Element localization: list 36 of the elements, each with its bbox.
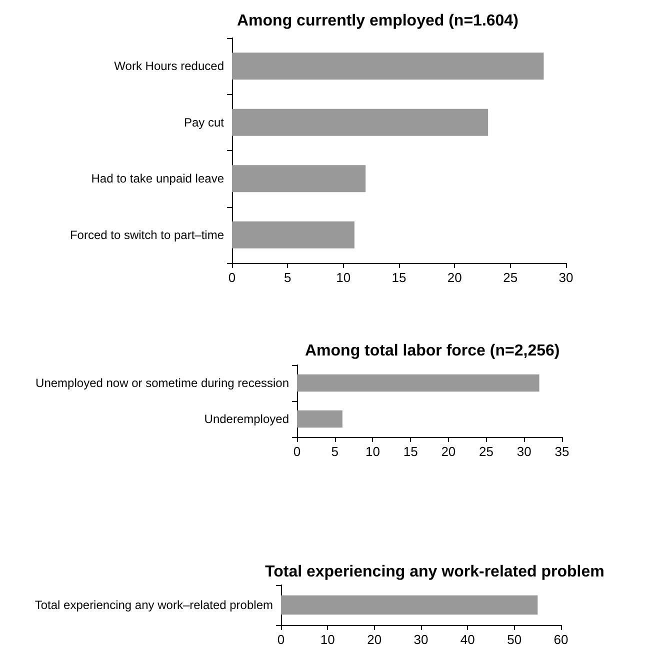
- x-tick-label: 30: [516, 444, 532, 459]
- x-tick-label: 20: [441, 444, 456, 459]
- x-tick-label: 35: [554, 444, 570, 459]
- x-tick-label: 15: [403, 444, 418, 459]
- chart-title: Among currently employed (n=1.604): [237, 12, 518, 30]
- bar: [232, 221, 354, 248]
- x-tick-label: 30: [414, 632, 428, 647]
- bar: [232, 52, 544, 80]
- x-tick-label: 25: [503, 270, 518, 285]
- y-tick-label: Unemployed now or sometime during recession: [36, 376, 289, 390]
- y-tick-label: Forced to switch to part–time: [70, 228, 224, 242]
- x-tick-label: 20: [447, 270, 462, 285]
- x-tick-label: 15: [392, 270, 406, 285]
- x-tick-label: 40: [460, 632, 475, 647]
- x-tick-label: 5: [284, 270, 292, 285]
- x-tick-label: 25: [479, 444, 494, 459]
- y-tick-label: Total experiencing any work–related problem: [34, 598, 273, 612]
- x-tick-label: 0: [228, 270, 236, 285]
- bar: [232, 165, 366, 192]
- x-tick-label: 0: [277, 632, 285, 647]
- y-tick-label: Had to take unpaid leave: [91, 172, 224, 186]
- x-tick-label: 0: [293, 444, 301, 459]
- x-tick-label: 5: [331, 444, 338, 459]
- x-tick-label: 20: [367, 632, 382, 647]
- x-tick-label: 50: [507, 632, 522, 647]
- x-tick-label: 60: [554, 632, 568, 647]
- chart-title: Total experiencing any work-related problem: [265, 564, 604, 580]
- chart-title: Among total labor force (n=2,256): [305, 342, 560, 360]
- y-tick-label: Pay cut: [184, 115, 225, 130]
- bar: [232, 108, 488, 136]
- y-tick-label: Work Hours reduced: [114, 59, 224, 74]
- x-tick-label: 10: [320, 632, 335, 647]
- x-tick-label: 10: [365, 444, 380, 459]
- x-tick-label: 30: [558, 270, 574, 285]
- y-tick-label: Underemployed: [204, 412, 289, 426]
- x-tick-label: 10: [336, 270, 351, 285]
